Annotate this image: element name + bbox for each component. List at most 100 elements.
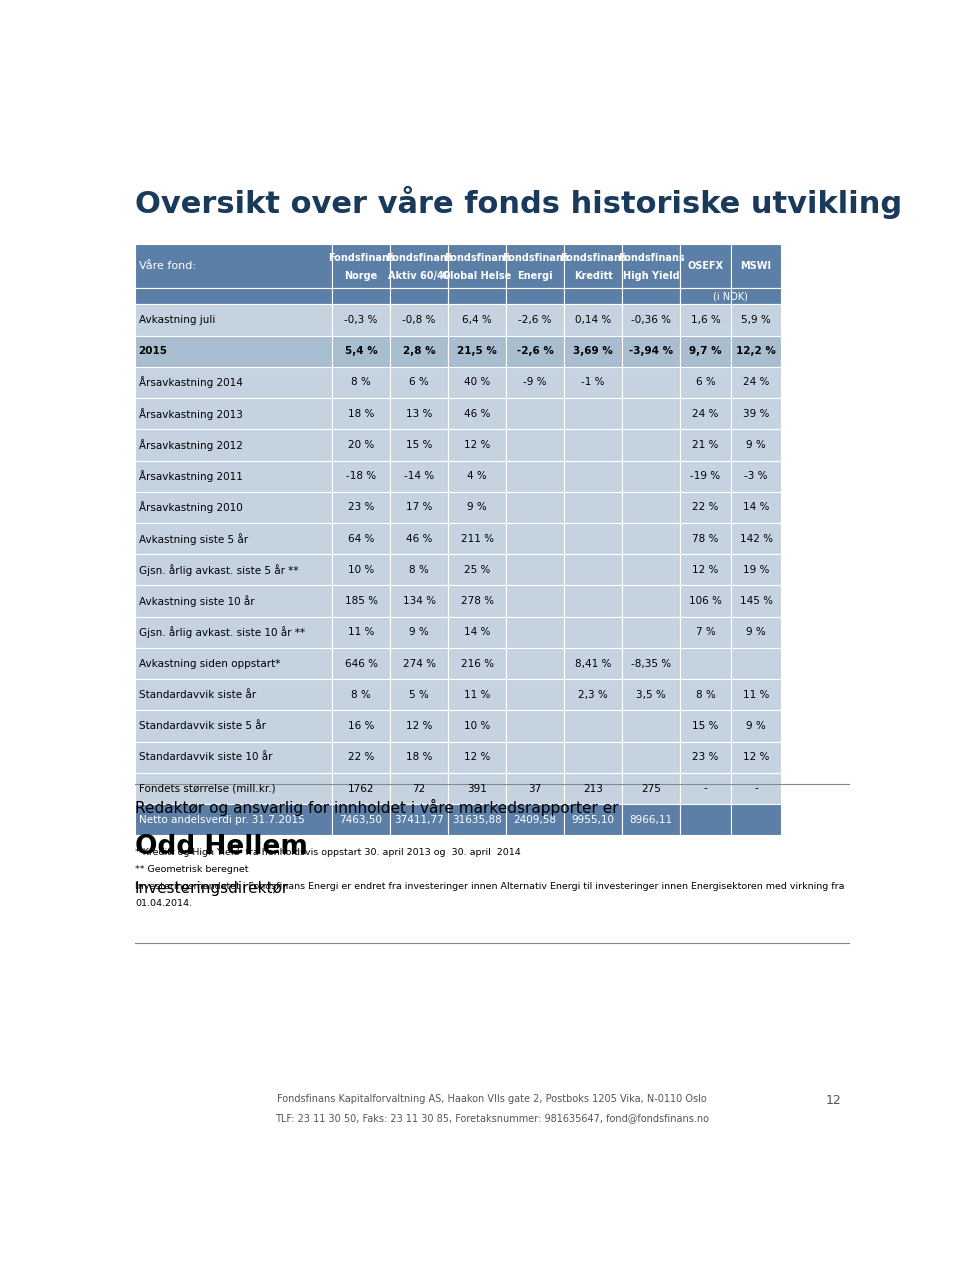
Text: -2,6 %: -2,6 % (518, 316, 552, 325)
Bar (731, 398, 781, 429)
Bar (731, 742, 781, 773)
Text: Odd Hellem: Odd Hellem (134, 833, 308, 860)
Bar (390, 804, 448, 836)
Bar (681, 711, 731, 742)
Text: 25 %: 25 % (464, 565, 491, 574)
Text: Fondets størrelse (mill.kr.): Fondets størrelse (mill.kr.) (138, 783, 276, 793)
Text: Årsavkastning 2014: Årsavkastning 2014 (138, 376, 243, 389)
Text: 15 %: 15 % (406, 440, 432, 450)
Bar (134, 617, 332, 648)
Text: Fondsfinans: Fondsfinans (560, 254, 627, 263)
Bar (134, 554, 332, 586)
Bar (506, 648, 564, 679)
Text: 391: 391 (468, 783, 487, 793)
Bar (622, 461, 681, 492)
Bar (681, 554, 731, 586)
Bar (448, 367, 506, 398)
Text: * Kreditt og High Yield  fra henholdsvis oppstart 30. april 2013 og  30. april  : * Kreditt og High Yield fra henholdsvis … (134, 849, 520, 858)
Bar (564, 679, 622, 711)
Text: 8 %: 8 % (351, 377, 371, 388)
Text: 21,5 %: 21,5 % (457, 346, 497, 357)
Bar (448, 742, 506, 773)
Bar (332, 367, 390, 398)
Text: 646 %: 646 % (345, 658, 377, 668)
Text: -: - (755, 783, 758, 793)
Text: Fondsfinans: Fondsfinans (444, 254, 511, 263)
Bar (622, 617, 681, 648)
Text: ** Geometrisk beregnet: ** Geometrisk beregnet (134, 866, 249, 875)
Bar (506, 304, 564, 336)
Bar (332, 711, 390, 742)
Bar (681, 429, 731, 461)
Bar (506, 243, 564, 289)
Bar (506, 617, 564, 648)
Bar (332, 398, 390, 429)
Text: 24 %: 24 % (692, 408, 719, 419)
Text: -8,35 %: -8,35 % (631, 658, 671, 668)
Text: Standardavvik siste 5 år: Standardavvik siste 5 år (138, 721, 266, 732)
Text: 11 %: 11 % (464, 690, 491, 699)
Text: 10 %: 10 % (348, 565, 374, 574)
Bar (134, 648, 332, 679)
Text: 17 %: 17 % (406, 502, 432, 513)
Bar (731, 289, 781, 304)
Bar (564, 367, 622, 398)
Text: TLF: 23 11 30 50, Faks: 23 11 30 85, Foretaksnummer: 981635647, fond@fondsfinans: TLF: 23 11 30 50, Faks: 23 11 30 85, For… (275, 1113, 709, 1123)
Bar (448, 461, 506, 492)
Bar (390, 304, 448, 336)
Bar (448, 336, 506, 367)
Bar (390, 336, 448, 367)
Bar (448, 429, 506, 461)
Text: 5,4 %: 5,4 % (345, 346, 377, 357)
Text: 22 %: 22 % (348, 752, 374, 762)
Bar (134, 773, 332, 804)
Text: 274 %: 274 % (402, 658, 436, 668)
Bar (390, 492, 448, 523)
Bar (332, 804, 390, 836)
Text: Avkastning siste 10 år: Avkastning siste 10 år (138, 595, 254, 607)
Bar (731, 773, 781, 804)
Text: 9 %: 9 % (746, 627, 766, 638)
Bar (506, 554, 564, 586)
Text: Gjsn. årlig avkast. siste 10 år **: Gjsn. årlig avkast. siste 10 år ** (138, 626, 304, 639)
Text: Fondsfinans: Fondsfinans (327, 254, 395, 263)
Bar (390, 461, 448, 492)
Text: -0,36 %: -0,36 % (632, 316, 671, 325)
Text: -19 %: -19 % (690, 471, 721, 482)
Bar (731, 804, 781, 836)
Bar (681, 773, 731, 804)
Bar (448, 304, 506, 336)
Text: Årsavkastning 2012: Årsavkastning 2012 (138, 439, 243, 451)
Bar (681, 492, 731, 523)
Text: -9 %: -9 % (523, 377, 547, 388)
Bar (681, 367, 731, 398)
Text: 1762: 1762 (348, 783, 374, 793)
Text: 142 %: 142 % (739, 533, 773, 544)
Text: 6 %: 6 % (409, 377, 429, 388)
Bar (390, 289, 448, 304)
Text: Global Helse: Global Helse (443, 270, 512, 281)
Text: 213: 213 (584, 783, 603, 793)
Bar (448, 492, 506, 523)
Text: 12 %: 12 % (464, 440, 491, 450)
Bar (564, 461, 622, 492)
Bar (564, 586, 622, 617)
Bar (134, 523, 332, 554)
Text: Norge: Norge (345, 270, 377, 281)
Text: 46 %: 46 % (464, 408, 491, 419)
Text: Investeringsmandatet i Fondsfinans Energi er endret fra investeringer innen Alte: Investeringsmandatet i Fondsfinans Energ… (134, 882, 845, 891)
Bar (332, 523, 390, 554)
Text: 23 %: 23 % (348, 502, 374, 513)
Bar (448, 679, 506, 711)
Bar (390, 429, 448, 461)
Bar (564, 523, 622, 554)
Bar (681, 648, 731, 679)
Bar (622, 336, 681, 367)
Text: Redaktør og ansvarlig for innholdet i våre markedsrapporter er: Redaktør og ansvarlig for innholdet i vå… (134, 799, 618, 817)
Text: 12 %: 12 % (464, 752, 491, 762)
Bar (448, 804, 506, 836)
Bar (731, 711, 781, 742)
Bar (731, 492, 781, 523)
Text: 211 %: 211 % (461, 533, 493, 544)
Bar (448, 711, 506, 742)
